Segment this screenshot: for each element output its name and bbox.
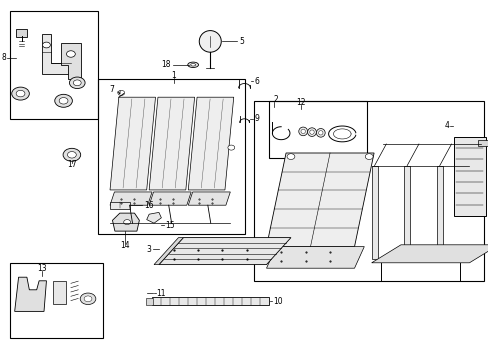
Ellipse shape: [199, 31, 221, 52]
Circle shape: [365, 154, 372, 159]
Circle shape: [42, 42, 50, 48]
Text: 12: 12: [295, 99, 305, 108]
Text: 6: 6: [254, 77, 259, 85]
Text: 8: 8: [1, 53, 6, 62]
Polygon shape: [154, 238, 183, 265]
Circle shape: [80, 293, 96, 305]
FancyBboxPatch shape: [371, 166, 377, 259]
Polygon shape: [159, 238, 290, 265]
Circle shape: [123, 220, 130, 225]
Text: 18: 18: [162, 60, 171, 69]
Bar: [268, 101, 366, 158]
Text: 9: 9: [254, 114, 259, 123]
Text: 4: 4: [444, 122, 449, 130]
Text: 5: 5: [239, 37, 244, 46]
FancyBboxPatch shape: [404, 166, 409, 259]
Circle shape: [16, 90, 25, 97]
Text: 17: 17: [67, 160, 77, 169]
Polygon shape: [453, 137, 485, 216]
FancyBboxPatch shape: [16, 29, 27, 37]
Ellipse shape: [190, 63, 195, 66]
Polygon shape: [146, 212, 161, 223]
FancyBboxPatch shape: [146, 298, 153, 305]
Circle shape: [59, 98, 68, 104]
Polygon shape: [188, 192, 230, 205]
Circle shape: [12, 87, 29, 100]
Ellipse shape: [316, 129, 325, 137]
Text: 1: 1: [171, 71, 176, 80]
Bar: [254, 101, 483, 281]
Polygon shape: [371, 245, 488, 263]
Polygon shape: [188, 97, 233, 190]
Polygon shape: [112, 213, 139, 231]
Polygon shape: [41, 34, 71, 74]
Text: 10: 10: [272, 297, 282, 306]
Circle shape: [63, 148, 81, 161]
Ellipse shape: [307, 128, 316, 136]
Circle shape: [84, 296, 92, 302]
Polygon shape: [110, 192, 152, 205]
Polygon shape: [53, 281, 66, 304]
Circle shape: [118, 90, 124, 95]
Bar: [10, 263, 102, 338]
Ellipse shape: [309, 130, 313, 134]
Polygon shape: [15, 277, 46, 311]
Circle shape: [227, 145, 234, 150]
Bar: [98, 79, 244, 234]
Ellipse shape: [318, 131, 323, 135]
Polygon shape: [110, 97, 155, 190]
Ellipse shape: [187, 62, 198, 68]
Ellipse shape: [298, 127, 307, 136]
Circle shape: [67, 152, 76, 158]
FancyBboxPatch shape: [436, 166, 442, 259]
Circle shape: [69, 77, 85, 89]
Polygon shape: [149, 192, 191, 205]
Text: 15: 15: [165, 220, 175, 230]
Polygon shape: [266, 153, 373, 247]
Text: 7: 7: [109, 85, 114, 94]
Text: 13: 13: [37, 264, 46, 273]
Text: 16: 16: [144, 201, 154, 210]
Polygon shape: [266, 247, 364, 268]
Circle shape: [55, 94, 72, 107]
Text: 14: 14: [120, 241, 129, 250]
Text: 3: 3: [146, 245, 151, 253]
Ellipse shape: [301, 129, 305, 134]
Bar: [10, 11, 98, 119]
Circle shape: [73, 80, 81, 86]
FancyBboxPatch shape: [151, 297, 268, 305]
Text: 11: 11: [156, 289, 165, 298]
Polygon shape: [61, 43, 81, 79]
FancyBboxPatch shape: [477, 140, 487, 146]
Circle shape: [66, 51, 75, 57]
Polygon shape: [149, 97, 194, 190]
Circle shape: [286, 154, 294, 159]
FancyBboxPatch shape: [110, 202, 129, 209]
Text: 2: 2: [273, 94, 278, 104]
